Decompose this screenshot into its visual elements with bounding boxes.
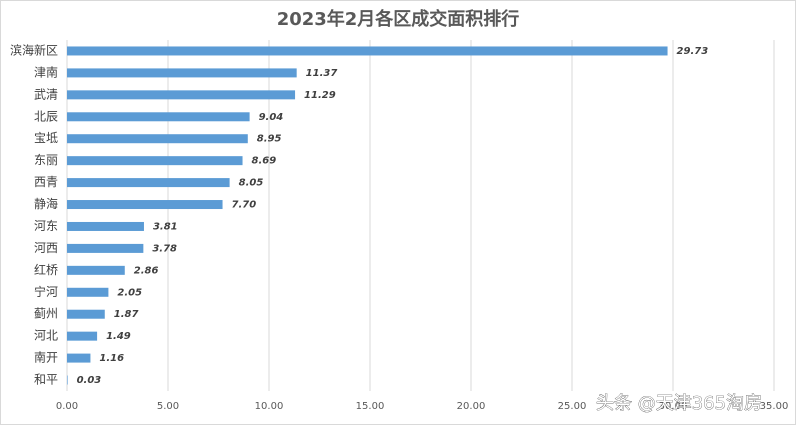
x-tick-label: 15.00 — [356, 401, 385, 412]
value-label: 3.81 — [153, 221, 178, 232]
chart-title: 2023年2月各区成交面积排行 — [277, 8, 520, 30]
plot-area: 0.00 5.00 10.00 15.00 20.00 25.00 30.00 35.00 滨海… — [10, 40, 788, 412]
value-label: 0.03 — [77, 375, 102, 386]
bar — [67, 309, 105, 319]
x-tick-label: 35.00 — [760, 401, 789, 412]
value-label: 8.95 — [257, 134, 282, 145]
x-tick-label: 5.00 — [157, 401, 179, 412]
y-tick-label: 滨海新区 — [10, 42, 58, 57]
value-label: 1.16 — [99, 353, 124, 364]
bar — [67, 68, 297, 78]
bar — [67, 90, 296, 100]
bar — [67, 200, 223, 210]
x-tick-label: 20.00 — [457, 401, 486, 412]
x-tick-label: 10.00 — [255, 401, 284, 412]
y-tick-label: 南开 — [34, 350, 58, 365]
bar — [67, 375, 68, 385]
y-tick-label: 宝坻 — [34, 130, 58, 145]
value-label: 3.78 — [152, 243, 177, 254]
y-tick-label: 河东 — [34, 219, 58, 233]
y-tick-label: 红桥 — [34, 262, 58, 277]
y-tick-label: 北辰 — [34, 109, 58, 123]
bar — [67, 243, 144, 253]
value-label: 29.73 — [677, 46, 709, 57]
bar — [67, 287, 109, 297]
bar — [67, 265, 125, 275]
bar — [67, 134, 248, 144]
value-label: 8.69 — [252, 156, 277, 167]
value-label: 8.05 — [239, 178, 264, 189]
y-tick-label: 河西 — [34, 241, 58, 255]
bar — [67, 156, 243, 166]
y-tick-label: 和平 — [34, 373, 58, 387]
value-label: 2.86 — [134, 265, 159, 276]
x-tick-label: 0.00 — [56, 401, 78, 412]
y-tick-label: 武清 — [34, 87, 58, 101]
bar — [67, 112, 250, 122]
bar — [67, 178, 230, 188]
y-tick-label: 东丽 — [34, 153, 58, 167]
value-label: 2.05 — [117, 287, 142, 298]
value-label: 1.87 — [114, 309, 139, 320]
value-label: 9.04 — [259, 112, 284, 123]
bar — [67, 46, 668, 56]
bar — [67, 331, 98, 341]
bar — [67, 353, 91, 363]
value-label: 11.37 — [306, 68, 338, 79]
value-label: 1.49 — [106, 331, 131, 342]
y-tick-label: 津南 — [34, 64, 58, 79]
value-label: 7.70 — [232, 200, 257, 211]
y-tick-label: 河北 — [34, 329, 58, 343]
value-label: 11.29 — [304, 90, 336, 101]
y-tick-label: 西青 — [34, 175, 58, 189]
x-tick-label: 30.00 — [659, 401, 688, 412]
x-tick-label: 25.00 — [558, 401, 587, 412]
y-tick-label: 蓟州 — [34, 307, 58, 321]
bar — [67, 221, 144, 231]
y-tick-label: 静海 — [34, 196, 58, 211]
y-tick-label: 宁河 — [34, 284, 58, 299]
watermark: 头条 @天津365淘房 — [596, 393, 762, 414]
